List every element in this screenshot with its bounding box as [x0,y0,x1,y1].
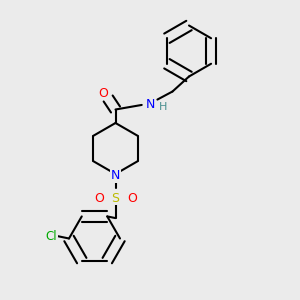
Text: S: S [112,191,119,205]
Text: O: O [99,86,108,100]
Text: O: O [127,191,137,205]
Text: N: N [111,169,120,182]
Text: N: N [145,98,155,112]
Text: O: O [94,191,104,205]
Text: Cl: Cl [46,230,57,243]
Text: H: H [158,102,167,112]
